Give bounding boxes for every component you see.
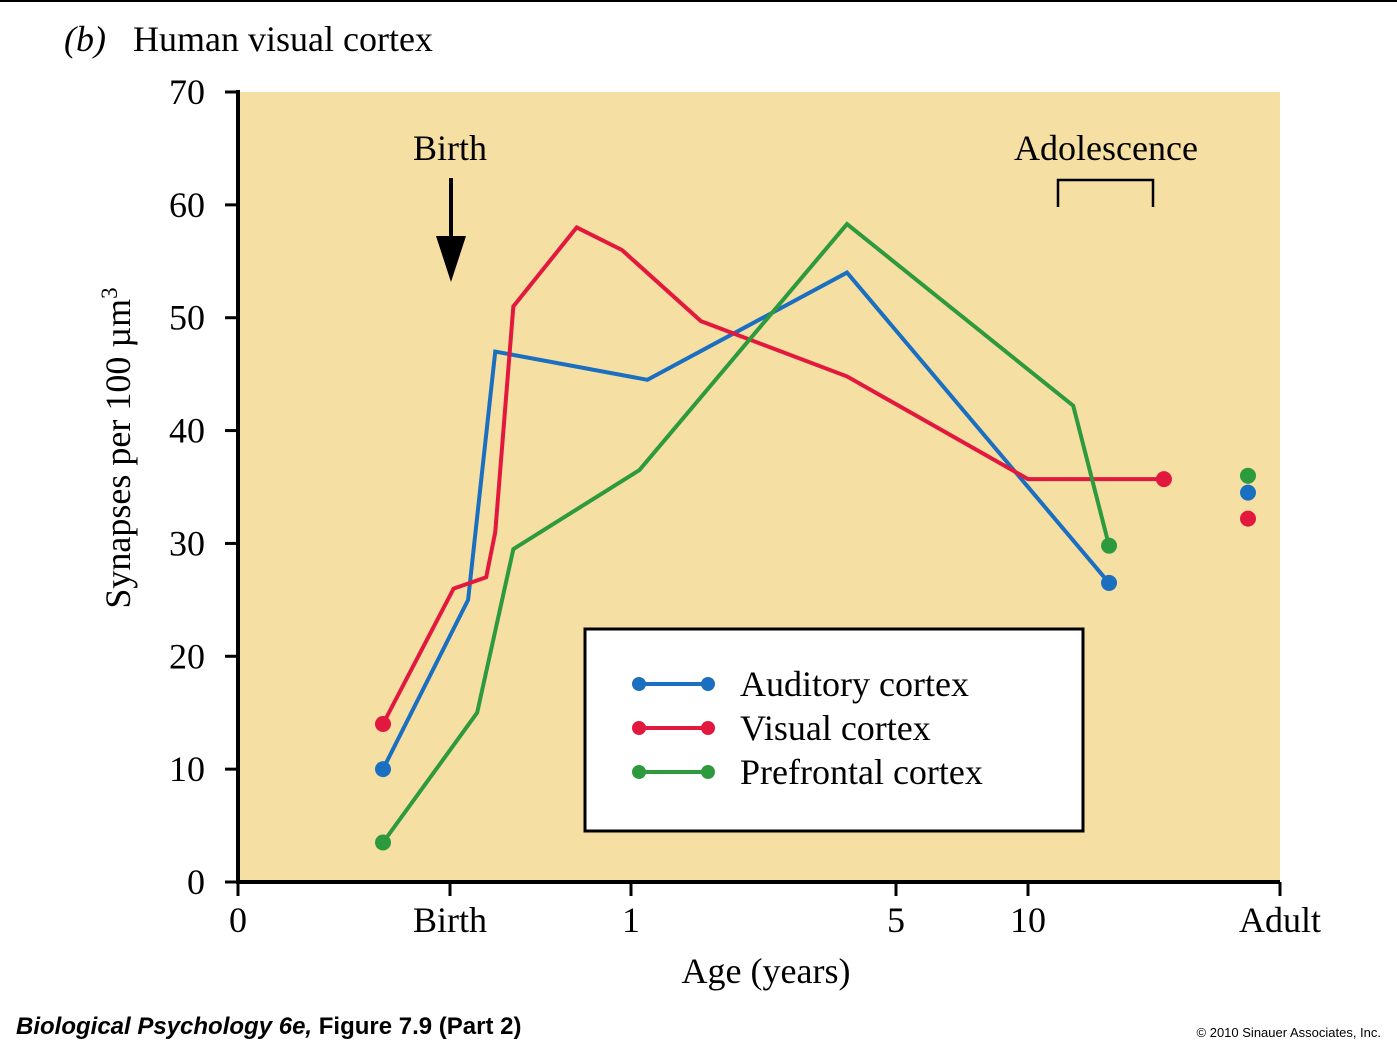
adolescence-annotation: Adolescence bbox=[1014, 128, 1198, 168]
y-axis-label-main: Synapses per 100 µm bbox=[98, 299, 138, 609]
y-tick-label: 70 bbox=[169, 72, 205, 112]
y-tick-label: 60 bbox=[169, 185, 205, 225]
caption-figure-number: Figure 7.9 (Part 2) bbox=[312, 1013, 522, 1040]
birth-annotation: Birth bbox=[413, 128, 487, 168]
y-tick-label: 40 bbox=[169, 411, 205, 451]
series-adult-point bbox=[1240, 510, 1256, 527]
copyright-notice: © 2010 Sinauer Associates, Inc. bbox=[1196, 1025, 1381, 1040]
series-end-point bbox=[1101, 574, 1118, 591]
y-tick-label: 20 bbox=[169, 636, 205, 676]
axes bbox=[236, 90, 1280, 884]
series-end-point bbox=[1101, 537, 1118, 554]
series-line bbox=[381, 270, 1111, 771]
series-adult-point bbox=[1240, 467, 1256, 484]
x-tick-label: Adult bbox=[1239, 900, 1321, 940]
x-tick-label: 10 bbox=[1010, 900, 1046, 940]
legend-swatch-dot-left bbox=[632, 765, 646, 779]
top-rule bbox=[0, 0, 1397, 2]
y-tick-label: 30 bbox=[169, 523, 205, 563]
series-prefrontal-cortex bbox=[375, 221, 1256, 851]
series-visual-cortex bbox=[375, 224, 1256, 732]
birth-arrow-head bbox=[436, 236, 466, 282]
legend-swatch-dot-right bbox=[701, 721, 715, 735]
series-start-point bbox=[375, 761, 391, 778]
series-line bbox=[381, 224, 1164, 725]
caption-book-title: Biological Psychology 6e, bbox=[16, 1013, 313, 1040]
y-axis-label-superscript: 3 bbox=[97, 287, 122, 299]
legend-swatch-dot-right bbox=[701, 765, 715, 779]
legend-swatch-dot-right bbox=[701, 677, 715, 691]
legend-label: Prefrontal cortex bbox=[740, 752, 983, 792]
y-tick-labels: 0 10 20 30 40 50 60 70 bbox=[169, 72, 238, 902]
y-tick-label: 0 bbox=[187, 862, 205, 902]
annotations: Birth Adolescence bbox=[413, 128, 1198, 282]
y-tick-label: 50 bbox=[169, 298, 205, 338]
synapse-density-chart: (b) Human visual cortex 010203040506070 … bbox=[64, 19, 1321, 991]
y-axis-label: Synapses per 100 µm3 bbox=[97, 287, 138, 608]
legend-swatch-dot-left bbox=[632, 677, 646, 691]
legend-swatch-dot-left bbox=[632, 721, 646, 735]
series-adult-point bbox=[1240, 484, 1256, 501]
panel-label: (b) bbox=[64, 19, 106, 59]
x-axis-label: Age (years) bbox=[682, 951, 851, 991]
series-auditory-cortex bbox=[375, 270, 1256, 778]
chart-title: Human visual cortex bbox=[133, 19, 433, 59]
series-line bbox=[381, 221, 1111, 844]
series-start-point bbox=[375, 834, 391, 851]
adolescence-bracket bbox=[1056, 178, 1155, 207]
x-tick-label: Birth bbox=[413, 900, 487, 940]
series-start-point bbox=[375, 716, 391, 732]
series-end-point bbox=[1155, 471, 1172, 488]
x-tick-labels: 0 Birth 1 5 10 Adult bbox=[229, 882, 1321, 940]
x-tick-label: 0 bbox=[229, 900, 247, 940]
figure-caption: Biological Psychology 6e, Figure 7.9 (Pa… bbox=[16, 1013, 521, 1041]
series-layer bbox=[375, 221, 1256, 851]
legend-label: Visual cortex bbox=[740, 708, 931, 748]
x-tick-label: 1 bbox=[622, 900, 640, 940]
legend-label: Auditory cortex bbox=[740, 664, 969, 704]
x-tick-label: 5 bbox=[887, 900, 905, 940]
y-tick-label: 10 bbox=[169, 749, 205, 789]
chart-title-group: (b) Human visual cortex bbox=[64, 19, 433, 59]
